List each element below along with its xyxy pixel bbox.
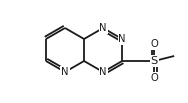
Text: O: O [150, 73, 158, 83]
Text: N: N [61, 67, 69, 77]
Text: S: S [151, 56, 158, 66]
Text: N: N [99, 67, 107, 77]
Text: N: N [118, 34, 126, 44]
Text: O: O [150, 39, 158, 49]
Text: N: N [99, 23, 107, 33]
